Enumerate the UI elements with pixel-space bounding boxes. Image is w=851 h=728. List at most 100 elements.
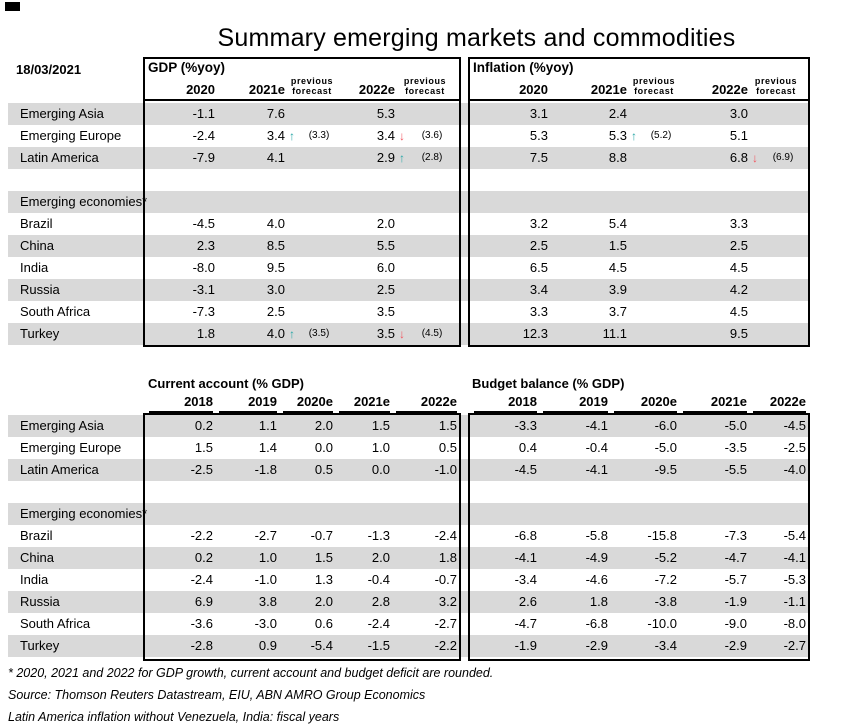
cell-bb-2021e: -9.0 <box>724 616 747 631</box>
row-label: South Africa <box>20 304 91 319</box>
cell-inflation-2020: 3.2 <box>529 216 548 231</box>
cell-ca-2021e: -0.4 <box>367 572 390 587</box>
cell-bb-2022e: -2.7 <box>783 638 806 653</box>
cell-ca-2021e: -2.4 <box>367 616 390 631</box>
inflation-2022e-arrow-icon <box>748 323 762 345</box>
cell-bb-2022e: -5.3 <box>783 572 806 587</box>
gdp-2021e-arrow-icon <box>285 279 299 301</box>
inflation-2021e-arrow-icon <box>627 301 641 323</box>
cell-bb-2019: 1.8 <box>589 594 608 609</box>
inflation-2021e-arrow-icon <box>627 213 641 235</box>
column-header: 2022e <box>358 82 395 97</box>
gdp-values: 1.8 4.0 ↑ (3.5) 3.5 ↓ (4.5) <box>143 323 461 345</box>
inflation-values: 7.5 8.8 6.8 ↓ (6.9) <box>468 147 810 169</box>
blank-row <box>8 481 810 503</box>
cell-bb-2019: -5.8 <box>585 528 608 543</box>
inflation-table-header: Inflation (%yoy) 2020 2021e previous fore… <box>468 60 810 99</box>
cell-gdp-2022e: 5.3 <box>376 106 395 121</box>
cell-ca-2020e: -0.7 <box>310 528 333 543</box>
cell-gdp-2022e: 2.5 <box>376 282 395 297</box>
cell-ca-2020e: 0.5 <box>314 462 333 477</box>
cell-gdp-2021e: 9.5 <box>266 260 285 275</box>
cell-gdp-2021e-previous <box>299 213 339 235</box>
row-label: Brazil <box>20 216 53 231</box>
column-header: 2021e <box>248 82 285 97</box>
cell-bb-2020e: -10.0 <box>647 616 677 631</box>
cell-inflation-2021e-previous <box>641 235 681 257</box>
cell-bb-2022e: -4.1 <box>783 550 806 565</box>
current-account-title: Current account (% GDP) <box>148 376 305 391</box>
cell-gdp-2021e: 3.0 <box>266 282 285 297</box>
cell-gdp-2020: -8.0 <box>192 260 215 275</box>
cell-ca-2019: 3.8 <box>258 594 277 609</box>
table-row: Brazil -4.5 4.0 2.0 3.2 5.4 3.3 <box>8 213 810 235</box>
inflation-2022e-arrow-icon <box>748 301 762 323</box>
budget-balance-values: -4.1 -4.9 -5.2 -4.7 -4.1 <box>468 547 810 569</box>
cell-ca-2020e: 2.0 <box>314 594 333 609</box>
cell-inflation-2020: 6.5 <box>529 260 548 275</box>
cell-ca-2022e: -1.0 <box>434 462 457 477</box>
cell-ca-2018: 1.5 <box>194 440 213 455</box>
cell-ca-2019: -3.0 <box>254 616 277 631</box>
cell-ca-2020e: 0.6 <box>314 616 333 631</box>
cell-ca-2022e: 0.5 <box>438 440 457 455</box>
cell-gdp-2021e-previous <box>299 257 339 279</box>
cell-inflation-2021e: 1.5 <box>608 238 627 253</box>
cell-gdp-2022e: 6.0 <box>376 260 395 275</box>
table-row: South Africa -7.3 2.5 3.5 3.3 3.7 4.5 <box>8 301 810 323</box>
gdp-values: 2.3 8.5 5.5 <box>143 235 461 257</box>
cell-ca-2021e: -1.5 <box>367 638 390 653</box>
page-title: Summary emerging markets and commodities <box>217 24 736 52</box>
table-row: Latin America -7.9 4.1 2.9 ↑ (2.8) 7.5 8… <box>8 147 810 169</box>
cell-inflation-2020: 3.4 <box>529 282 548 297</box>
cell-inflation-2022e-previous <box>762 279 804 301</box>
gdp-values: -2.4 3.4 ↑ (3.3) 3.4 ↓ (3.6) <box>143 125 461 147</box>
inflation-2022e-arrow-icon <box>748 125 762 147</box>
cell-inflation-2022e-previous <box>762 235 804 257</box>
row-label: Brazil <box>20 528 53 543</box>
cell-ca-2021e: 2.8 <box>371 594 390 609</box>
report-date: 18/03/2021 <box>16 62 82 77</box>
budget-balance-values: 0.4 -0.4 -5.0 -3.5 -2.5 <box>468 437 810 459</box>
cell-ca-2021e: -1.3 <box>367 528 390 543</box>
cell-gdp-2021e-previous <box>299 279 339 301</box>
table-row: Latin America -2.5 -1.8 0.5 0.0 -1.0 -4.… <box>8 459 810 481</box>
cell-inflation-2021e-previous <box>641 147 681 169</box>
current-account-values: 0.2 1.0 1.5 2.0 1.8 <box>143 547 461 569</box>
cell-inflation-2021e-previous <box>641 103 681 125</box>
cell-inflation-2022e: 6.8 <box>729 150 748 165</box>
cell-ca-2018: -2.4 <box>190 572 213 587</box>
budget-balance-values: -3.3 -4.1 -6.0 -5.0 -4.5 <box>468 415 810 437</box>
column-header: 2021e <box>590 82 627 97</box>
budget-balance-values: 2.6 1.8 -3.8 -1.9 -1.1 <box>468 591 810 613</box>
cell-gdp-2021e-previous: (3.5) <box>308 328 330 339</box>
cell-bb-2019: -4.1 <box>585 462 608 477</box>
gdp-2022e-arrow-icon: ↓ <box>399 327 405 341</box>
gdp-2021e-arrow-icon <box>285 301 299 323</box>
cell-gdp-2021e: 2.5 <box>266 304 285 319</box>
cell-inflation-2022e: 3.0 <box>729 106 748 121</box>
cell-inflation-2021e: 4.5 <box>608 260 627 275</box>
cell-ca-2018: -2.8 <box>190 638 213 653</box>
cell-ca-2020e: 0.0 <box>314 440 333 455</box>
cell-ca-2022e: 1.8 <box>438 550 457 565</box>
row-label: Turkey <box>20 326 60 341</box>
inflation-values: 3.3 3.7 4.5 <box>468 301 810 323</box>
cell-ca-2018: 0.2 <box>194 550 213 565</box>
cell-gdp-2021e: 7.6 <box>266 106 285 121</box>
cell-inflation-2022e-previous <box>762 323 804 345</box>
row-label: South Africa <box>20 616 91 631</box>
cell-bb-2018: -6.8 <box>514 528 537 543</box>
cell-bb-2020e: -15.8 <box>647 528 677 543</box>
cell-inflation-2022e-previous <box>762 213 804 235</box>
cell-inflation-2021e-previous <box>641 301 681 323</box>
budget-balance-values: -6.8 -5.8 -15.8 -7.3 -5.4 <box>468 525 810 547</box>
cell-bb-2021e: -5.7 <box>724 572 747 587</box>
cell-gdp-2020: -2.4 <box>192 128 215 143</box>
cell-bb-2018: 0.4 <box>518 440 537 455</box>
cell-gdp-2020: 2.3 <box>196 238 215 253</box>
cell-inflation-2022e: 5.1 <box>729 128 748 143</box>
gdp-2022e-arrow-icon: ↓ <box>399 129 405 143</box>
cell-ca-2018: -2.2 <box>190 528 213 543</box>
cell-inflation-2021e: 2.4 <box>608 106 627 121</box>
